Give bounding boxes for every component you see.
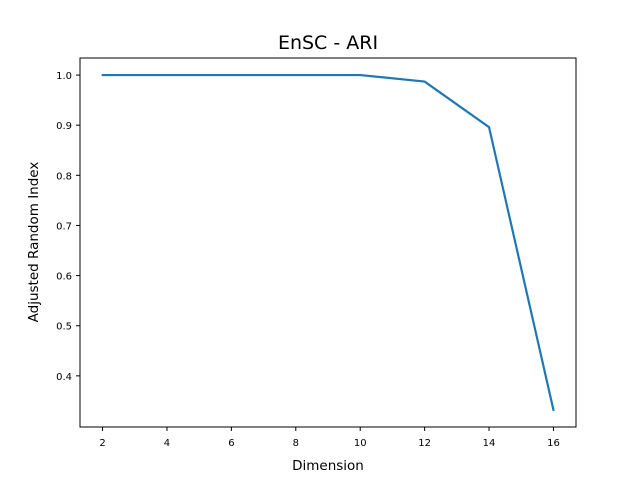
y-tick-label: 0.9 bbox=[56, 121, 72, 132]
x-tick-label: 10 bbox=[354, 438, 367, 449]
plot-frame bbox=[79, 57, 577, 428]
y-tick-label: 0.5 bbox=[56, 322, 72, 333]
y-tick-label: 0.8 bbox=[56, 171, 72, 182]
x-tick-label: 14 bbox=[483, 438, 496, 449]
y-tick-label: 1.0 bbox=[56, 71, 72, 82]
series-line bbox=[101, 73, 555, 412]
y-axis: 0.4 0.5 0.6 0.7 0.8 0.9 1.0 bbox=[56, 71, 80, 383]
x-tick-label: 6 bbox=[228, 438, 234, 449]
x-tick-label: 12 bbox=[418, 438, 431, 449]
y-axis-label: Adjusted Random Index bbox=[26, 162, 42, 323]
x-tick-label: 4 bbox=[164, 438, 170, 449]
chart-title: EnSC - ARI bbox=[278, 32, 378, 54]
x-axis: 2 4 6 8 10 12 14 16 bbox=[99, 427, 560, 449]
x-tick-label: 8 bbox=[293, 438, 299, 449]
y-tick-label: 0.4 bbox=[56, 372, 72, 383]
x-tick-label: 16 bbox=[547, 438, 560, 449]
series-layer bbox=[101, 73, 555, 412]
x-tick-label: 2 bbox=[99, 438, 105, 449]
y-tick-label: 0.7 bbox=[56, 221, 72, 232]
x-axis-label: Dimension bbox=[292, 458, 364, 474]
y-tick-label: 0.6 bbox=[56, 272, 72, 283]
